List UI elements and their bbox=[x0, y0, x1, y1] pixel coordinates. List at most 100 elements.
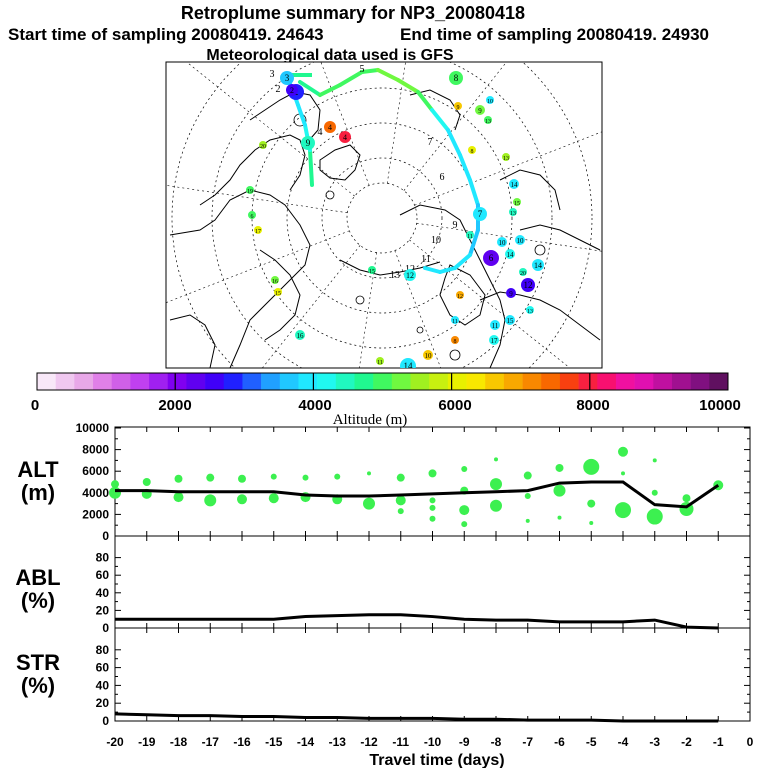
plume-cluster-marker bbox=[532, 259, 544, 271]
start-time-label: Start time of sampling 20080419. 24643 bbox=[8, 25, 324, 44]
colorbar-tick-8000: 8000 bbox=[576, 397, 609, 414]
altitude-cluster-point bbox=[109, 486, 121, 499]
colorbar-swatch bbox=[485, 373, 505, 390]
trajectory-segment bbox=[423, 266, 442, 274]
colorbar-swatch bbox=[653, 373, 673, 390]
colorbar-swatch bbox=[298, 373, 318, 390]
plume-cluster-label: 13 bbox=[485, 119, 491, 125]
plume-cluster-label: 20 bbox=[520, 271, 526, 277]
plume-cluster-marker bbox=[324, 121, 336, 133]
plume-cluster-label: 6 bbox=[489, 253, 494, 263]
plume-cluster-marker bbox=[475, 105, 485, 115]
altitude-cluster-point bbox=[367, 471, 371, 476]
x-tick-label: -16 bbox=[233, 735, 251, 749]
colorbar-tick-10000: 10000 bbox=[699, 397, 741, 414]
x-tick-label: -2 bbox=[681, 735, 692, 749]
altitude-cluster-point bbox=[618, 446, 628, 457]
track-day-label: 7 bbox=[428, 137, 433, 148]
plume-cluster-label: 2 bbox=[290, 86, 294, 95]
altitude-cluster-point bbox=[204, 494, 217, 507]
alt-y-tick-label: 0 bbox=[102, 529, 109, 543]
altitude-cluster-point bbox=[525, 518, 530, 523]
str-y-tick-label: 80 bbox=[96, 643, 110, 657]
plume-cluster-marker bbox=[295, 330, 305, 340]
altitude-cluster-point bbox=[587, 499, 596, 508]
colorbar-swatch bbox=[261, 373, 281, 390]
track-day-label: 6 bbox=[440, 172, 445, 183]
colorbar-title: Altitude (m) bbox=[333, 412, 408, 428]
colorbar-swatch bbox=[55, 373, 75, 390]
plume-cluster-marker bbox=[451, 316, 459, 324]
plume-cluster-label: 20 bbox=[260, 144, 266, 150]
abl-y-tick-label: 60 bbox=[96, 568, 110, 582]
x-tick-label: -19 bbox=[138, 735, 156, 749]
plume-cluster-label: 17 bbox=[255, 229, 261, 235]
str-y-tick-label: 60 bbox=[96, 661, 110, 675]
island-outline bbox=[534, 244, 546, 256]
plume-cluster-marker bbox=[519, 268, 527, 276]
plume-cluster-marker bbox=[246, 186, 254, 194]
colorbar-swatch bbox=[167, 373, 187, 390]
plume-cluster-marker bbox=[497, 237, 507, 247]
trajectory-segment bbox=[318, 83, 342, 97]
colorbar-swatch bbox=[522, 373, 542, 390]
plume-cluster-marker bbox=[400, 358, 416, 368]
page-title: Retroplume summary for NP3_20080418 bbox=[181, 3, 525, 23]
coastline bbox=[319, 144, 361, 181]
colorbar-swatch bbox=[354, 373, 374, 390]
plume-cluster-marker bbox=[339, 131, 351, 143]
latitude-circle bbox=[251, 87, 513, 349]
x-tick-label: -1 bbox=[713, 735, 724, 749]
coastline bbox=[199, 134, 306, 206]
plume-cluster-label: 16 bbox=[297, 332, 305, 340]
colorbar-swatch bbox=[242, 373, 262, 390]
track-day-label: 5 bbox=[360, 64, 365, 75]
plume-cluster-marker bbox=[466, 231, 474, 239]
plume-cluster-marker bbox=[505, 315, 515, 325]
plume-cluster-marker bbox=[483, 250, 499, 266]
x-tick-label: -13 bbox=[329, 735, 347, 749]
plume-cluster-label: 12 bbox=[457, 294, 463, 300]
x-tick-label: -9 bbox=[459, 735, 470, 749]
altitude-cluster-point bbox=[334, 473, 341, 480]
island-outline bbox=[449, 349, 461, 361]
plume-cluster-label: 11 bbox=[492, 322, 499, 330]
plume-cluster-marker bbox=[515, 235, 525, 245]
island-outline bbox=[325, 190, 335, 200]
colorbar-swatch bbox=[709, 373, 729, 390]
plume-cluster-marker bbox=[259, 141, 267, 149]
colorbar-swatch bbox=[111, 373, 131, 390]
x-tick-label: -8 bbox=[491, 735, 502, 749]
plume-cluster-marker bbox=[274, 288, 282, 296]
x-tick-label: -6 bbox=[554, 735, 565, 749]
altitude-cluster-point bbox=[237, 494, 247, 505]
time-series-panels: 0 2000 4000 6000 8000 10000 0 20 40 60 80 0 20 40 60 80… bbox=[76, 421, 754, 749]
plume-cluster-marker bbox=[423, 350, 433, 360]
altitude-mean-line bbox=[115, 480, 720, 509]
colorbar-tick-2000: 2000 bbox=[158, 397, 191, 414]
abl-fraction-line bbox=[115, 613, 719, 630]
trajectory-segment bbox=[338, 70, 364, 87]
trajectory-segment bbox=[453, 253, 472, 270]
altitude-cluster-point bbox=[651, 489, 658, 496]
colorbar-swatch bbox=[578, 373, 598, 390]
altitude-cluster-point bbox=[494, 457, 498, 462]
colorbar-swatch bbox=[279, 373, 299, 390]
altitude-cluster-point bbox=[652, 458, 657, 463]
plume-cluster-label: 8 bbox=[454, 73, 459, 83]
coastline bbox=[409, 89, 461, 131]
plume-cluster-marker bbox=[521, 278, 535, 292]
plume-cluster-marker bbox=[368, 266, 376, 274]
altitude-cluster-point bbox=[173, 492, 184, 503]
altitude-cluster-point bbox=[461, 466, 468, 473]
plume-cluster-label: 7 bbox=[478, 209, 483, 219]
altitude-cluster-point bbox=[429, 497, 436, 504]
altitude-cluster-point bbox=[302, 474, 309, 481]
colorbar-swatch bbox=[410, 373, 430, 390]
trajectory-segment bbox=[396, 78, 420, 94]
plume-cluster-label: 13 bbox=[510, 211, 516, 217]
trajectory-segment bbox=[468, 178, 480, 207]
colorbar-swatch bbox=[149, 373, 169, 390]
colorbar-swatch bbox=[391, 373, 411, 390]
plume-cluster-marker bbox=[484, 116, 492, 124]
